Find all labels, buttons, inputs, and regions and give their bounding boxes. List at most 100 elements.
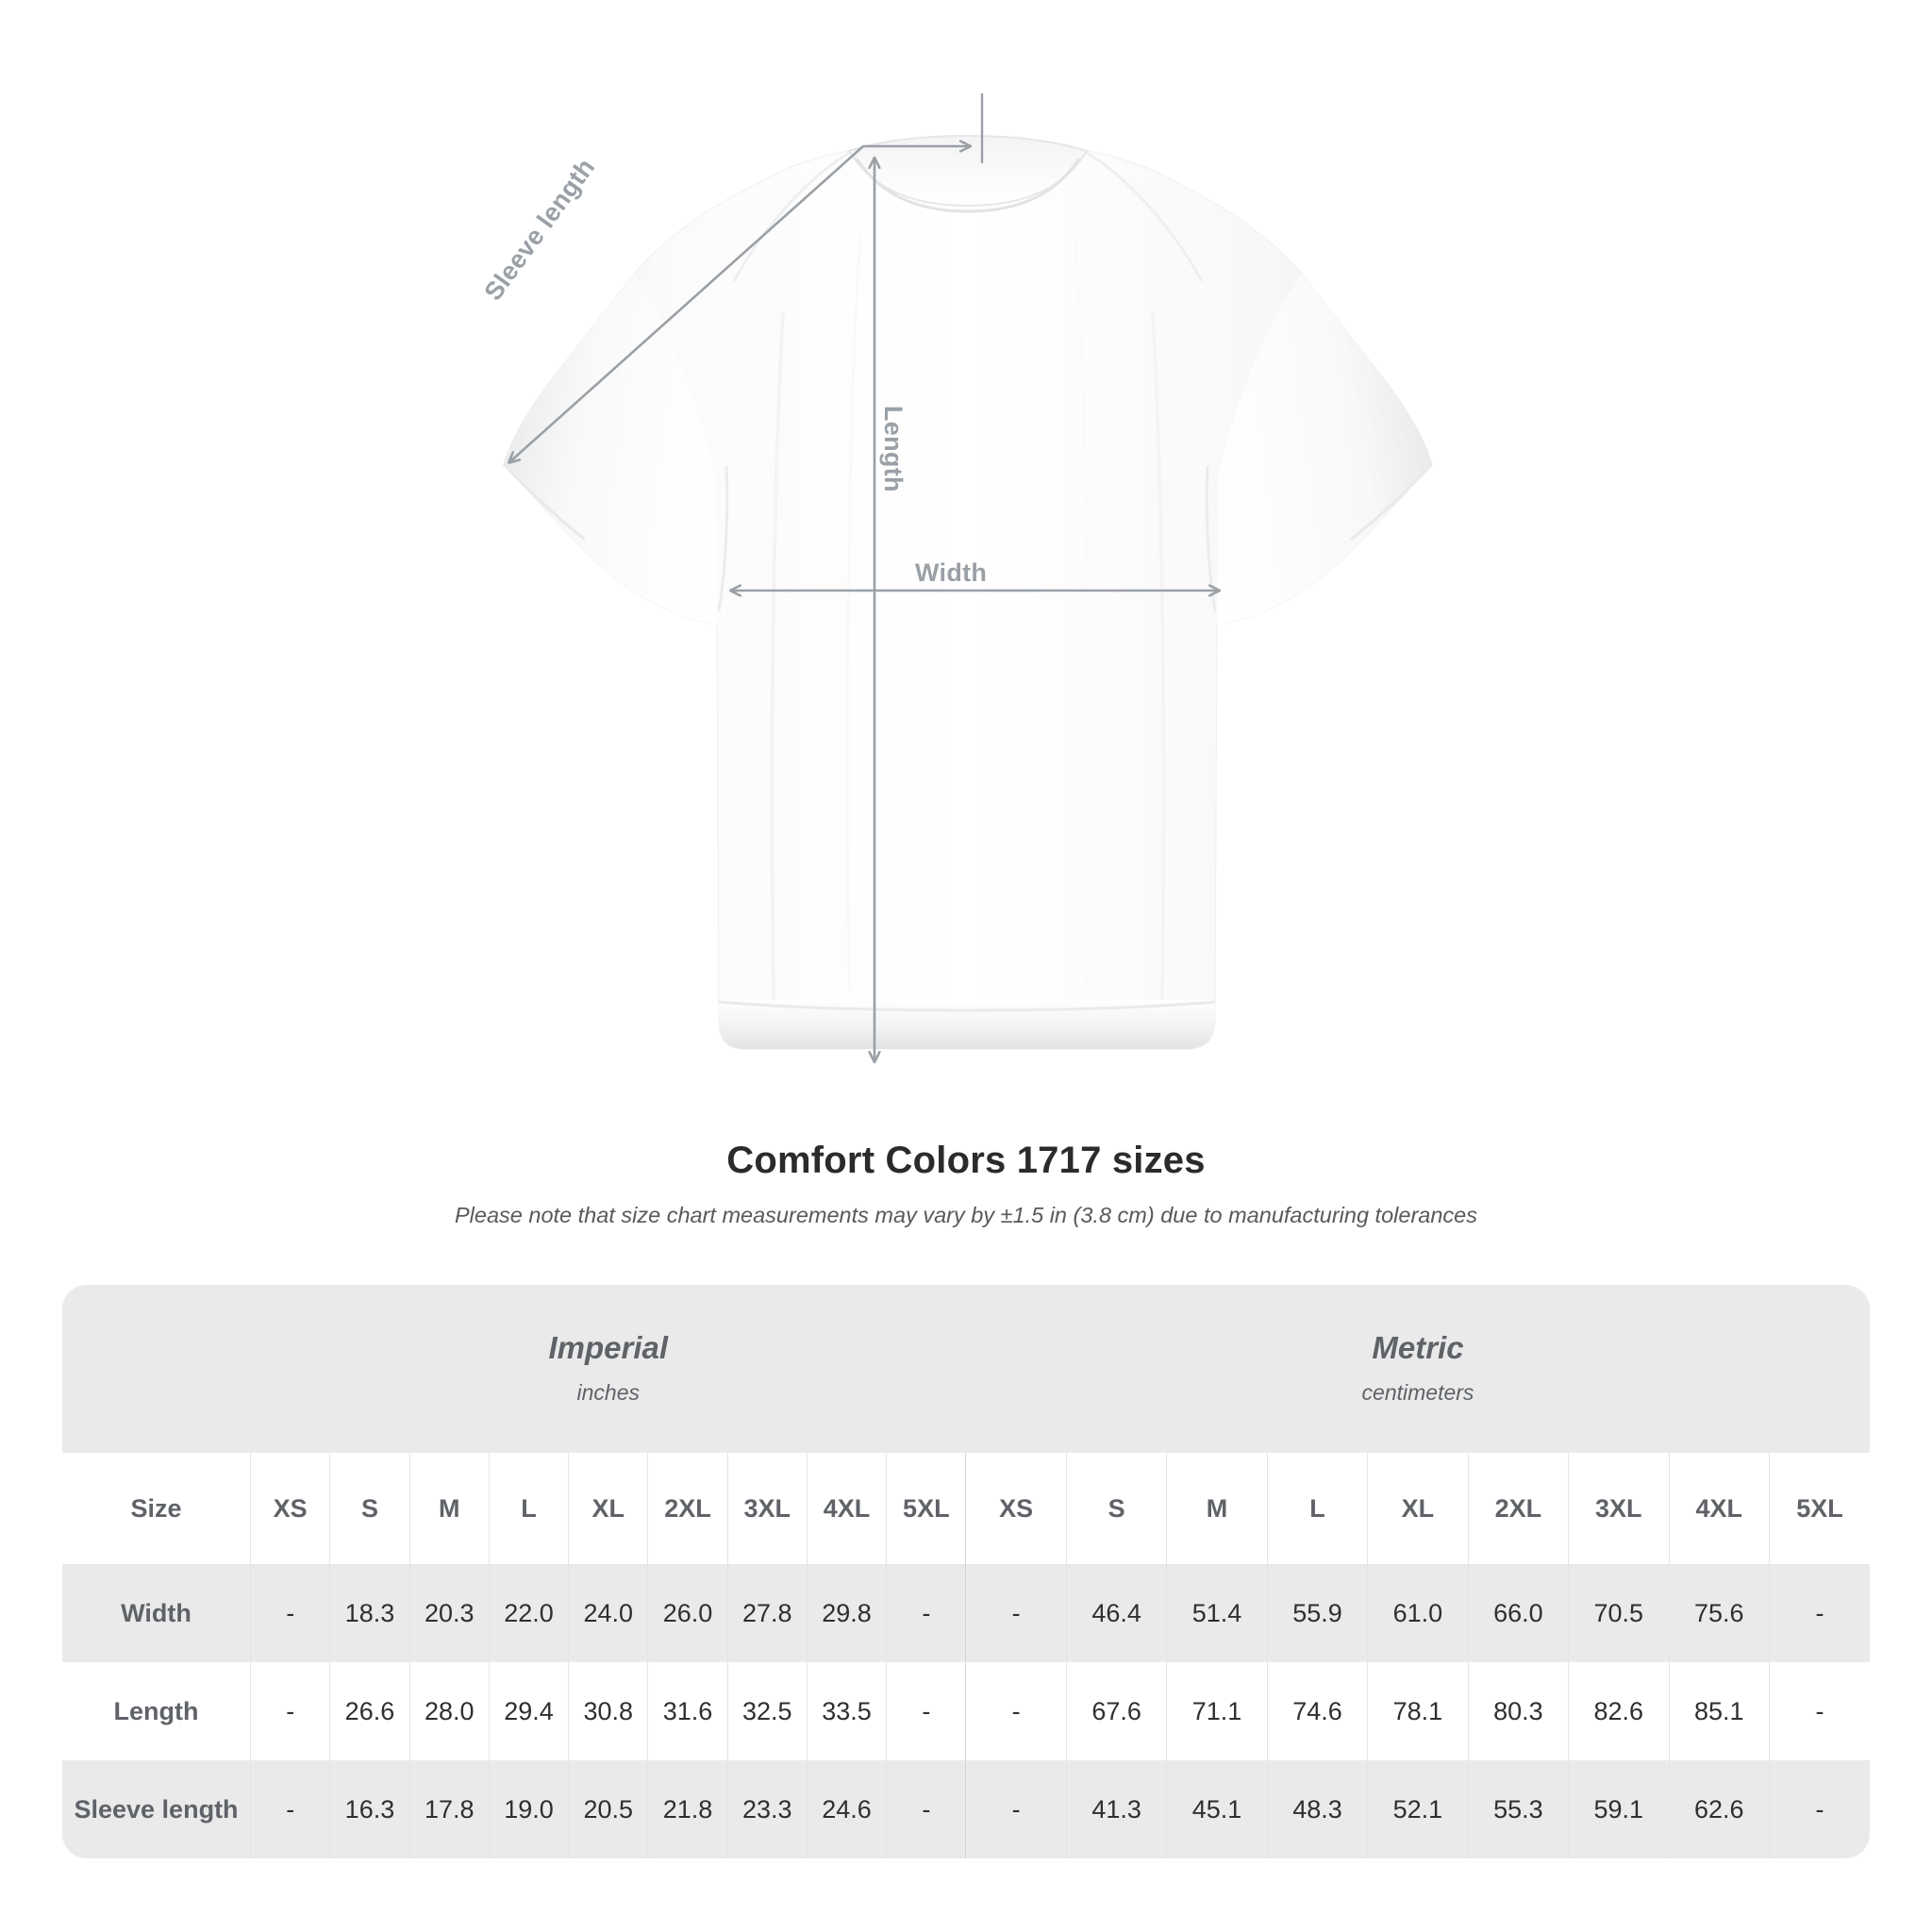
size-header-metric-s: S bbox=[1066, 1453, 1168, 1564]
cell-width-metric-xl: 61.0 bbox=[1367, 1564, 1469, 1662]
cell-width-metric-s: 46.4 bbox=[1066, 1564, 1168, 1662]
cell-sleeve-imperial-2xl: 21.8 bbox=[647, 1760, 728, 1858]
row-label-sleeve-length: Sleeve length bbox=[62, 1760, 252, 1858]
unit-name-metric: Metric bbox=[1372, 1330, 1464, 1365]
cell-sleeve-imperial-4xl: 24.6 bbox=[807, 1760, 888, 1858]
cell-length-imperial-s: 26.6 bbox=[329, 1662, 410, 1760]
cell-sleeve-metric-m: 45.1 bbox=[1166, 1760, 1268, 1858]
cell-sleeve-metric-5xl: - bbox=[1769, 1760, 1870, 1858]
cell-sleeve-metric-l: 48.3 bbox=[1267, 1760, 1369, 1858]
size-header-metric-m: M bbox=[1166, 1453, 1268, 1564]
size-header-imperial-xs: XS bbox=[250, 1453, 331, 1564]
cell-length-imperial-l: 29.4 bbox=[489, 1662, 570, 1760]
unit-head-metric: Metric centimeters bbox=[965, 1285, 1870, 1453]
cell-width-metric-5xl: - bbox=[1769, 1564, 1870, 1662]
size-header-metric-l: L bbox=[1267, 1453, 1369, 1564]
tshirt-illustration: Sleeve length Length Width bbox=[478, 92, 1434, 1123]
unit-sub-metric: centimeters bbox=[1361, 1380, 1474, 1405]
width-label: Width bbox=[915, 558, 988, 587]
cell-length-metric-m: 71.1 bbox=[1166, 1662, 1268, 1760]
cell-width-imperial-4xl: 29.8 bbox=[807, 1564, 888, 1662]
chart-heading: Comfort Colors 1717 sizes Please note th… bbox=[0, 1140, 1932, 1228]
cell-width-imperial-3xl: 27.8 bbox=[727, 1564, 808, 1662]
cell-length-metric-xl: 78.1 bbox=[1367, 1662, 1469, 1760]
size-table: Imperial inches Metric centimeters Size … bbox=[62, 1285, 1870, 1858]
size-column-label: Size bbox=[62, 1453, 252, 1564]
row-label-width: Width bbox=[62, 1564, 252, 1662]
row-label-length: Length bbox=[62, 1662, 252, 1760]
size-header-imperial-xl: XL bbox=[568, 1453, 649, 1564]
size-header-metric-4xl: 4XL bbox=[1669, 1453, 1770, 1564]
unit-head-spacer bbox=[62, 1285, 251, 1453]
cell-length-imperial-4xl: 33.5 bbox=[807, 1662, 888, 1760]
tshirt-graphic bbox=[502, 134, 1434, 1050]
cell-length-imperial-2xl: 31.6 bbox=[647, 1662, 728, 1760]
size-header-imperial-m: M bbox=[409, 1453, 490, 1564]
size-header-imperial-3xl: 3XL bbox=[727, 1453, 808, 1564]
cell-width-imperial-s: 18.3 bbox=[329, 1564, 410, 1662]
size-header-imperial-5xl: 5XL bbox=[886, 1453, 967, 1564]
unit-head-imperial: Imperial inches bbox=[250, 1285, 966, 1453]
cell-sleeve-imperial-xs: - bbox=[250, 1760, 331, 1858]
cell-width-imperial-5xl: - bbox=[886, 1564, 967, 1662]
unit-group-row: Imperial inches Metric centimeters bbox=[62, 1285, 1870, 1453]
cell-sleeve-metric-xs: - bbox=[965, 1760, 1067, 1858]
table-row: Width - 18.3 20.3 22.0 24.0 26.0 27.8 29… bbox=[62, 1564, 1870, 1662]
cell-width-metric-m: 51.4 bbox=[1166, 1564, 1268, 1662]
cell-width-imperial-xs: - bbox=[250, 1564, 331, 1662]
cell-sleeve-metric-s: 41.3 bbox=[1066, 1760, 1168, 1858]
size-header-imperial-l: L bbox=[489, 1453, 570, 1564]
cell-width-metric-3xl: 70.5 bbox=[1568, 1564, 1670, 1662]
cell-length-imperial-3xl: 32.5 bbox=[727, 1662, 808, 1760]
cell-length-imperial-xs: - bbox=[250, 1662, 331, 1760]
size-header-metric-2xl: 2XL bbox=[1468, 1453, 1570, 1564]
cell-length-metric-s: 67.6 bbox=[1066, 1662, 1168, 1760]
size-header-imperial-2xl: 2XL bbox=[647, 1453, 728, 1564]
cell-width-metric-l: 55.9 bbox=[1267, 1564, 1369, 1662]
cell-length-imperial-5xl: - bbox=[886, 1662, 967, 1760]
cell-width-metric-xs: - bbox=[965, 1564, 1067, 1662]
cell-sleeve-metric-2xl: 55.3 bbox=[1468, 1760, 1570, 1858]
cell-width-imperial-m: 20.3 bbox=[409, 1564, 490, 1662]
size-header-imperial-4xl: 4XL bbox=[807, 1453, 888, 1564]
cell-length-imperial-xl: 30.8 bbox=[568, 1662, 649, 1760]
table-row: Length - 26.6 28.0 29.4 30.8 31.6 32.5 3… bbox=[62, 1662, 1870, 1760]
cell-sleeve-imperial-xl: 20.5 bbox=[568, 1760, 649, 1858]
cell-width-metric-2xl: 66.0 bbox=[1468, 1564, 1570, 1662]
size-header-metric-3xl: 3XL bbox=[1568, 1453, 1670, 1564]
cell-width-imperial-l: 22.0 bbox=[489, 1564, 570, 1662]
length-label: Length bbox=[879, 406, 908, 492]
cell-sleeve-imperial-s: 16.3 bbox=[329, 1760, 410, 1858]
cell-length-metric-2xl: 80.3 bbox=[1468, 1662, 1570, 1760]
cell-width-imperial-xl: 24.0 bbox=[568, 1564, 649, 1662]
unit-sub-imperial: inches bbox=[576, 1380, 640, 1405]
cell-length-imperial-m: 28.0 bbox=[409, 1662, 490, 1760]
cell-sleeve-imperial-l: 19.0 bbox=[489, 1760, 570, 1858]
cell-sleeve-imperial-3xl: 23.3 bbox=[727, 1760, 808, 1858]
tolerance-note: Please note that size chart measurements… bbox=[455, 1203, 1477, 1227]
cell-length-metric-xs: - bbox=[965, 1662, 1067, 1760]
cell-sleeve-metric-xl: 52.1 bbox=[1367, 1760, 1469, 1858]
page-title: Comfort Colors 1717 sizes bbox=[726, 1140, 1206, 1181]
size-header-imperial-s: S bbox=[329, 1453, 410, 1564]
cell-length-metric-l: 74.6 bbox=[1267, 1662, 1369, 1760]
cell-width-imperial-2xl: 26.0 bbox=[647, 1564, 728, 1662]
size-header-row: Size XS S M L XL 2XL 3XL 4XL 5XL XS S M … bbox=[62, 1453, 1870, 1564]
size-table-container: Imperial inches Metric centimeters Size … bbox=[62, 1285, 1870, 1858]
cell-length-metric-5xl: - bbox=[1769, 1662, 1870, 1760]
size-header-metric-5xl: 5XL bbox=[1769, 1453, 1870, 1564]
unit-name-imperial: Imperial bbox=[548, 1330, 669, 1365]
cell-sleeve-metric-4xl: 62.6 bbox=[1669, 1760, 1770, 1858]
table-row: Sleeve length - 16.3 17.8 19.0 20.5 21.8… bbox=[62, 1760, 1870, 1858]
size-header-metric-xl: XL bbox=[1367, 1453, 1469, 1564]
cell-width-metric-4xl: 75.6 bbox=[1669, 1564, 1770, 1662]
cell-sleeve-imperial-m: 17.8 bbox=[409, 1760, 490, 1858]
measurement-guides bbox=[509, 92, 1219, 1061]
cell-sleeve-metric-3xl: 59.1 bbox=[1568, 1760, 1670, 1858]
cell-length-metric-3xl: 82.6 bbox=[1568, 1662, 1670, 1760]
cell-sleeve-imperial-5xl: - bbox=[886, 1760, 967, 1858]
size-header-metric-xs: XS bbox=[965, 1453, 1067, 1564]
sleeve-length-leader bbox=[509, 146, 970, 462]
cell-length-metric-4xl: 85.1 bbox=[1669, 1662, 1770, 1760]
